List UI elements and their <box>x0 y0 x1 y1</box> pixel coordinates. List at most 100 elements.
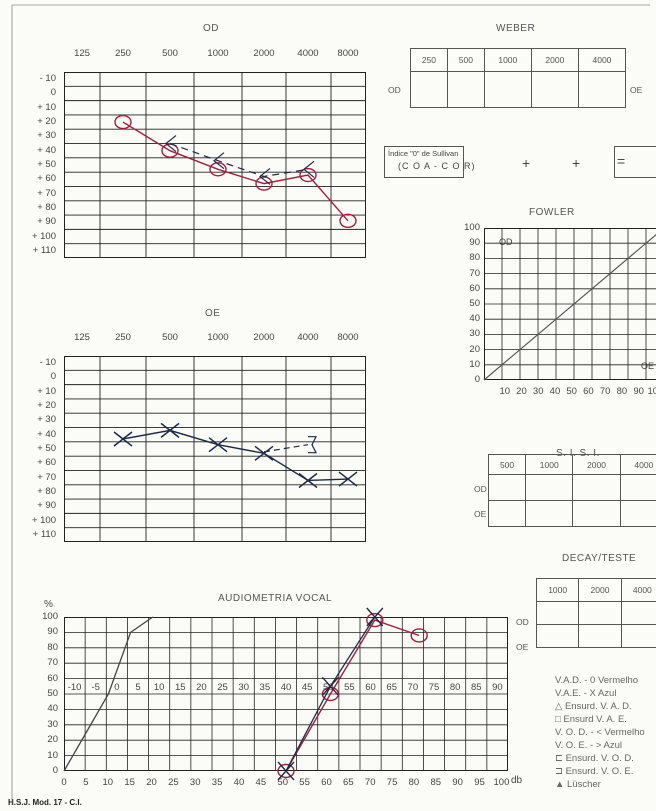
decay-cell[interactable] <box>578 624 622 648</box>
vocal-x-label: 60 <box>321 777 332 788</box>
fowler-x-label: 100 <box>647 386 656 397</box>
weber-table: 250 500 1000 2000 4000 <box>410 48 627 108</box>
fowler-x-label: 70 <box>599 386 611 397</box>
sisi-cell[interactable] <box>619 474 656 501</box>
vocal-title: AUDIOMETRIA VOCAL <box>218 593 333 604</box>
legend-line: □ Ensurd V. A. E. <box>555 714 627 725</box>
fowler-y-label: 100 <box>464 222 480 233</box>
vocal-oe-marker <box>366 607 384 627</box>
vocal-x-label: 50 <box>277 777 289 788</box>
vocal-y-label: 20 <box>47 734 58 746</box>
legend-line: ⊏ Ensurd. V. O. D. <box>555 753 634 764</box>
vocal-x-label: 20 <box>146 777 157 788</box>
vocal-y-label: 60 <box>47 672 58 684</box>
oe-db-label: + 90 <box>37 500 56 512</box>
vocal-x-label: 15 <box>124 777 135 788</box>
od-air-marker <box>114 114 132 130</box>
od-freq-label: 1000 <box>207 48 229 59</box>
decay-cell[interactable] <box>620 601 656 625</box>
vocal-x-label: 90 <box>452 777 463 788</box>
vocal-inner-label: 75 <box>428 681 440 693</box>
oe-freq-label: 4000 <box>297 332 319 343</box>
weber-freq: 2000 <box>530 48 579 72</box>
decay-title: DECAY/TESTE <box>562 553 637 564</box>
vocal-x-unit: db <box>511 775 523 786</box>
vocal-y-label: 30 <box>47 718 58 730</box>
oe-db-label: + 80 <box>37 485 56 497</box>
oe-db-label: + 30 <box>37 414 56 426</box>
weber-cell[interactable] <box>577 71 627 108</box>
vocal-x-label: 95 <box>474 777 485 788</box>
oe-db-label: + 50 <box>37 443 56 454</box>
sisi-oe-label: OE <box>474 509 487 519</box>
sullivan-result-box <box>614 146 656 178</box>
sisi-cell[interactable] <box>619 500 656 527</box>
vocal-inner-label: -5 <box>91 681 100 693</box>
od-db-label: + 100 <box>31 230 56 242</box>
vocal-inner-label: 80 <box>449 681 461 693</box>
od-db-label: + 40 <box>37 144 56 156</box>
sisi-cell[interactable] <box>487 500 527 527</box>
vocal-x-label: 5 <box>83 777 89 788</box>
oe-bone-marker <box>308 436 317 454</box>
od-air-marker <box>161 143 179 158</box>
oe-air-marker <box>208 437 228 453</box>
weber-oe-label: OE <box>630 85 643 95</box>
sullivan-mark: + <box>572 155 581 171</box>
fowler-x-label: 20 <box>516 386 527 397</box>
decay-cell[interactable] <box>535 624 580 648</box>
od-db-label: + 20 <box>37 116 56 128</box>
oe-freq-label: 500 <box>162 332 178 343</box>
sisi-cell[interactable] <box>572 474 621 501</box>
decay-cell[interactable] <box>535 601 580 625</box>
legend-line: V. O. E. - > Azul <box>555 740 622 751</box>
legend: V.A.D. - 0 Vermelho V.A.E. - X Azul △ En… <box>555 674 645 791</box>
od-freq-label: 500 <box>162 48 178 59</box>
vocal-x-label: 100 <box>493 777 510 788</box>
od-db-label: 0 <box>50 87 56 99</box>
vocal-x-label: 45 <box>255 777 267 788</box>
vocal-x-label: 80 <box>408 777 420 788</box>
oe-db-label: - 10 <box>39 357 56 369</box>
weber-freq: 1000 <box>483 48 532 72</box>
od-db-label: - 10 <box>39 73 56 85</box>
sullivan-line2: (C O A - C O R) <box>398 161 476 171</box>
vocal-reference-curve <box>63 616 154 772</box>
od-air-curve <box>122 121 349 222</box>
od-bone-marker <box>259 167 271 185</box>
oe-panel-title: OE <box>205 308 221 319</box>
sisi-cell[interactable] <box>572 500 621 527</box>
oe-bone-curve <box>263 444 309 453</box>
legend-line: V.A.E. - X Azul <box>555 688 617 699</box>
vocal-inner-label: 60 <box>365 681 376 693</box>
legend-line: V.A.D. - 0 Vermelho <box>555 675 639 686</box>
fowler-y-label: 30 <box>469 328 480 340</box>
oe-freq-label: 2000 <box>253 332 275 343</box>
sisi-od-label: OD <box>474 484 487 494</box>
vocal-inner-label: 55 <box>344 681 355 693</box>
od-air-marker <box>339 213 357 229</box>
sisi-cell[interactable] <box>525 474 574 501</box>
weber-cell[interactable] <box>483 71 532 108</box>
fowler-y-label: 20 <box>469 343 480 355</box>
fowler-y-label: 90 <box>469 237 480 249</box>
vocal-y-label: 50 <box>47 688 58 699</box>
vocal-inner-label: 85 <box>470 681 482 693</box>
vocal-x-label: 10 <box>102 777 114 788</box>
weber-cell[interactable] <box>530 71 579 108</box>
od-db-label: + 30 <box>37 130 56 142</box>
fowler-y-label: 50 <box>469 298 480 309</box>
weber-cell[interactable] <box>410 71 448 108</box>
od-db-label: + 110 <box>32 244 56 256</box>
od-freq-label: 8000 <box>337 48 359 59</box>
fowler-diagonal <box>483 233 656 381</box>
vocal-y-label: 70 <box>47 657 58 669</box>
oe-freq-label: 1000 <box>207 332 229 343</box>
decay-cell[interactable] <box>620 624 656 648</box>
vocal-inner-label: 40 <box>280 681 292 693</box>
fowler-y-label: 80 <box>469 252 480 264</box>
vocal-x-label: 70 <box>364 777 376 788</box>
od-db-label: + 90 <box>37 216 56 228</box>
fowler-y-label: 70 <box>469 267 480 279</box>
